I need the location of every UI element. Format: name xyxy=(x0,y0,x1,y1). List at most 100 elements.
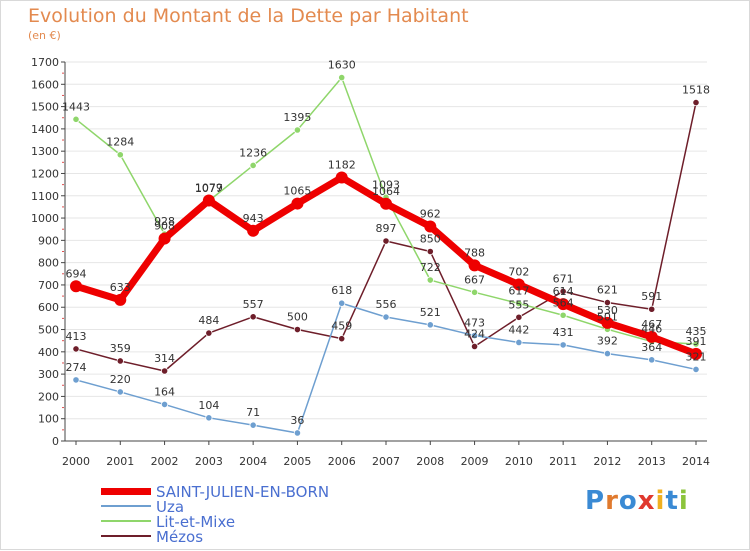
data-label-lit-et-mixe-2013: 446 xyxy=(641,323,662,336)
data-label-m-zos-2001: 359 xyxy=(110,342,131,355)
data-label-lit-et-mixe-2011: 564 xyxy=(553,296,574,309)
x-tick-label-2004: 2004 xyxy=(239,455,267,468)
logo-letter: x xyxy=(637,486,656,516)
y-tick-label-200: 200 xyxy=(38,390,59,403)
data-label-lit-et-mixe-2007: 1093 xyxy=(372,178,400,191)
data-point-saint-julien-en-born-2013 xyxy=(645,330,658,343)
data-point-uza-2000 xyxy=(72,376,80,384)
data-point-lit-et-mixe-2006 xyxy=(338,74,346,82)
data-label-lit-et-mixe-2009: 667 xyxy=(464,273,485,286)
y-tick-label-1700: 1700 xyxy=(31,56,59,69)
data-point-m-zos-2014 xyxy=(692,98,700,107)
x-tick-label-2007: 2007 xyxy=(372,455,400,468)
data-point-saint-julien-en-born-2002 xyxy=(158,232,171,245)
data-point-m-zos-2007 xyxy=(382,237,390,245)
data-label-lit-et-mixe-2003: 1077 xyxy=(195,182,223,195)
data-point-lit-et-mixe-2009 xyxy=(470,288,479,296)
data-label-m-zos-2009: 424 xyxy=(464,327,485,340)
data-point-m-zos-2011 xyxy=(559,287,567,296)
data-point-saint-julien-en-born-2009 xyxy=(468,259,481,272)
data-label-m-zos-2007: 897 xyxy=(376,222,397,235)
data-point-m-zos-2000 xyxy=(72,345,80,353)
data-label-m-zos-2014: 1518 xyxy=(682,84,710,97)
data-label-uza-2003: 104 xyxy=(198,399,219,412)
legend-label-lit-et-mixe: Lit-et-Mixe xyxy=(156,513,236,531)
data-label-saint-julien-en-born-2014: 391 xyxy=(686,335,707,348)
data-label-saint-julien-en-born-2004: 943 xyxy=(243,212,264,225)
y-tick-label-1600: 1600 xyxy=(31,78,59,91)
data-label-m-zos-2013: 591 xyxy=(641,290,662,303)
legend-swatch-lit-et-mixe xyxy=(101,520,151,522)
data-label-saint-julien-en-born-2003: 1079 xyxy=(195,181,223,194)
data-point-uza-2003 xyxy=(205,414,213,422)
data-label-uza-2006: 618 xyxy=(331,284,352,297)
data-label-saint-julien-en-born-2006: 1182 xyxy=(328,158,356,171)
data-label-uza-2005: 36 xyxy=(290,414,304,427)
data-point-m-zos-2006 xyxy=(338,335,346,343)
data-label-uza-2013: 364 xyxy=(641,341,662,354)
data-point-saint-julien-en-born-2004 xyxy=(247,224,260,237)
data-point-saint-julien-en-born-2003 xyxy=(202,194,215,207)
data-point-uza-2005 xyxy=(293,429,302,437)
data-point-uza-2004 xyxy=(249,421,257,429)
y-tick-label-900: 900 xyxy=(38,234,59,247)
data-label-saint-julien-en-born-2002: 908 xyxy=(154,220,175,233)
data-point-lit-et-mixe-2000 xyxy=(72,115,80,123)
y-tick-label-400: 400 xyxy=(38,346,59,359)
data-label-m-zos-2006: 459 xyxy=(331,320,352,333)
data-label-lit-et-mixe-2010: 617 xyxy=(508,284,529,297)
data-point-saint-julien-en-born-2005 xyxy=(291,197,304,210)
data-label-m-zos-2000: 413 xyxy=(66,330,87,343)
data-label-uza-2012: 392 xyxy=(597,335,618,348)
x-tick-label-2000: 2000 xyxy=(62,455,90,468)
x-tick-label-2014: 2014 xyxy=(682,455,710,468)
data-point-uza-2007 xyxy=(382,313,390,321)
data-point-uza-2014 xyxy=(692,365,700,374)
data-point-saint-julien-en-born-2001 xyxy=(114,293,127,306)
data-point-uza-2001 xyxy=(116,388,124,396)
logo-letter: r xyxy=(605,486,619,516)
y-tick-label-0: 0 xyxy=(52,435,59,448)
data-label-m-zos-2012: 621 xyxy=(597,284,618,297)
data-label-m-zos-2004: 557 xyxy=(243,298,264,311)
data-point-lit-et-mixe-2010 xyxy=(515,299,523,308)
data-point-saint-julien-en-born-2006 xyxy=(335,171,348,184)
legend-swatch-saint-julien-en-born xyxy=(101,487,151,495)
data-label-lit-et-mixe-2008: 722 xyxy=(420,261,441,274)
y-tick-label-300: 300 xyxy=(38,368,59,381)
data-label-uza-2001: 220 xyxy=(110,373,131,386)
data-point-m-zos-2013 xyxy=(648,305,656,313)
data-point-m-zos-2002 xyxy=(160,367,169,375)
data-point-lit-et-mixe-2005 xyxy=(293,126,302,134)
data-label-uza-2000: 274 xyxy=(66,361,87,374)
legend-label-saint-julien-en-born: SAINT-JULIEN-EN-BORN xyxy=(156,483,330,501)
data-point-uza-2012 xyxy=(603,350,612,358)
data-label-saint-julien-en-born-2000: 694 xyxy=(66,267,87,280)
data-point-m-zos-2001 xyxy=(116,357,124,365)
data-label-uza-2004: 71 xyxy=(246,406,260,419)
data-point-uza-2006 xyxy=(338,299,346,307)
data-label-lit-et-mixe-2005: 1395 xyxy=(283,111,311,124)
y-tick-label-100: 100 xyxy=(38,413,59,426)
proxiti-logo: Proxiti xyxy=(585,486,689,516)
chart-title: Evolution du Montant de la Dette par Hab… xyxy=(28,5,469,27)
data-label-m-zos-2005: 500 xyxy=(287,311,308,324)
data-label-uza-2002: 164 xyxy=(154,385,175,398)
legend-swatch-m-zos xyxy=(101,535,151,537)
y-tick-label-800: 800 xyxy=(38,257,59,270)
logo-letter: P xyxy=(585,486,606,516)
legend-label-uza: Uza xyxy=(156,498,185,516)
logo-letter: t xyxy=(665,486,679,516)
data-label-lit-et-mixe-2002: 928 xyxy=(154,215,175,228)
data-label-saint-julien-en-born-2011: 614 xyxy=(553,285,574,298)
data-label-saint-julien-en-born-2013: 467 xyxy=(641,318,662,331)
data-label-uza-2007: 556 xyxy=(376,298,397,311)
data-label-lit-et-mixe-2012: 501 xyxy=(597,310,618,323)
data-label-lit-et-mixe-2006: 1630 xyxy=(328,59,356,72)
data-point-saint-julien-en-born-2007 xyxy=(380,197,392,210)
legend-label-m-zos: Mézos xyxy=(156,528,204,546)
data-point-saint-julien-en-born-2014 xyxy=(690,347,702,360)
data-point-lit-et-mixe-2004 xyxy=(249,161,257,170)
x-tick-label-2001: 2001 xyxy=(106,455,134,468)
